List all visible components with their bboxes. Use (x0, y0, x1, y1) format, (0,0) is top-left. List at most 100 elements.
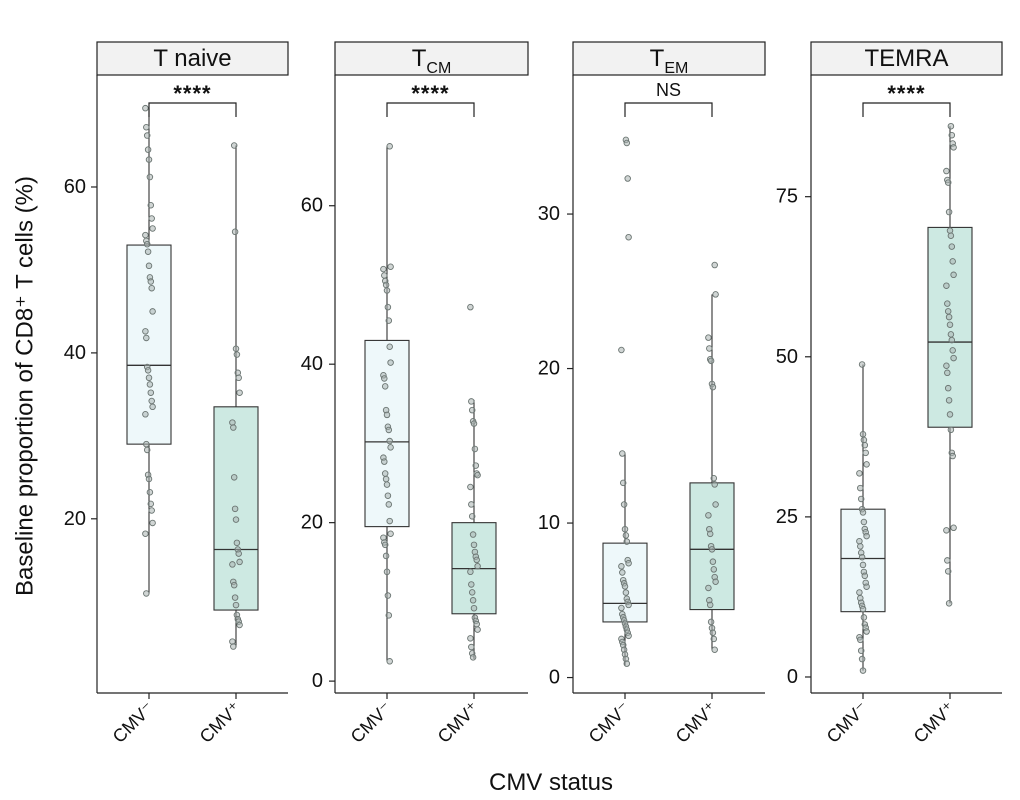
data-point (712, 501, 719, 508)
data-point (619, 450, 626, 457)
data-point (857, 495, 865, 503)
data-point (143, 590, 150, 597)
data-point (469, 654, 477, 661)
data-point (474, 626, 481, 633)
group-cmv-negative (126, 104, 172, 597)
data-point (709, 383, 717, 391)
data-point (473, 620, 480, 628)
panel-3: TEMRA 0 25 50 75 CMV⁻ CMV⁺ **** (776, 41, 1003, 747)
data-point (383, 481, 391, 488)
significance-label: NS (656, 80, 681, 100)
x-tick-label: CMV⁺ (434, 698, 483, 747)
x-tick-label: CMV⁺ (910, 698, 959, 747)
data-point (236, 389, 243, 396)
significance-label: **** (173, 81, 211, 106)
data-point (230, 142, 238, 149)
group-cmv-negative (602, 136, 648, 667)
data-point (623, 538, 631, 545)
data-point (621, 583, 629, 590)
data-point (145, 475, 153, 483)
panel-title: T naive (153, 45, 231, 72)
data-point (711, 261, 718, 269)
data-point (381, 375, 388, 382)
data-point (946, 321, 954, 329)
data-point (381, 272, 388, 279)
data-point (947, 122, 955, 130)
y-tick-label: 20 (64, 508, 86, 530)
data-point (468, 513, 476, 520)
data-point (950, 354, 957, 362)
data-point (143, 334, 150, 342)
data-point (384, 592, 392, 599)
data-point (944, 369, 951, 377)
data-point (385, 426, 393, 434)
data-point (231, 505, 239, 513)
data-point (381, 458, 388, 465)
data-point (387, 444, 394, 451)
data-point (706, 345, 713, 352)
data-point (710, 635, 718, 643)
data-point (944, 300, 951, 307)
panel-1: TCM 0 20 40 60 CMV⁻ CMV⁺ **** (301, 41, 529, 747)
data-point (705, 512, 712, 519)
x-tick-label: CMV⁺ (672, 698, 721, 747)
data-point (707, 618, 715, 626)
data-point (947, 426, 955, 434)
data-point (230, 474, 238, 481)
data-point (856, 589, 863, 596)
data-point (143, 132, 151, 139)
data-point (944, 568, 952, 575)
data-point (943, 167, 950, 175)
data-point (148, 397, 155, 405)
data-point (147, 389, 155, 396)
data-point (381, 541, 389, 549)
data-point (945, 600, 953, 607)
data-point (383, 411, 391, 419)
data-point (385, 501, 393, 508)
panel-strip (334, 41, 529, 76)
significance-bracket (148, 102, 237, 117)
data-point (708, 546, 716, 553)
data-point (861, 441, 869, 449)
data-point (149, 519, 156, 527)
data-point (146, 381, 154, 388)
data-point (382, 475, 390, 483)
data-point (706, 530, 714, 538)
significance-label: **** (411, 81, 449, 106)
panel-title-main: T (650, 45, 665, 72)
data-point (618, 604, 625, 612)
data-point (949, 452, 956, 460)
data-point (386, 658, 393, 665)
data-point (233, 539, 241, 547)
data-point (709, 629, 717, 636)
data-point (467, 568, 474, 576)
y-tick-label: 40 (64, 342, 86, 364)
data-point (470, 541, 478, 549)
data-point (947, 232, 955, 239)
y-tick-label: 40 (301, 353, 323, 375)
data-point (859, 605, 867, 613)
data-point (144, 248, 152, 255)
data-point (944, 384, 952, 392)
data-point (467, 483, 474, 491)
data-point (142, 328, 149, 335)
data-point (147, 500, 155, 508)
data-point (232, 601, 240, 609)
data-point (144, 146, 152, 153)
data-point (945, 208, 953, 216)
data-point (859, 431, 867, 438)
data-point (622, 589, 630, 596)
data-point (860, 436, 868, 444)
data-point (383, 287, 391, 294)
data-point (624, 175, 631, 182)
data-point (705, 584, 712, 592)
group-cmv-negative (364, 143, 410, 665)
data-point (710, 474, 718, 482)
data-point (861, 572, 869, 580)
data-point (622, 532, 630, 539)
data-point (231, 594, 239, 601)
data-point (472, 462, 480, 469)
panel-0: T naive 20 40 60 CMV⁻ CMV⁺ **** (64, 41, 289, 747)
data-point (943, 362, 950, 369)
data-point (230, 424, 237, 431)
